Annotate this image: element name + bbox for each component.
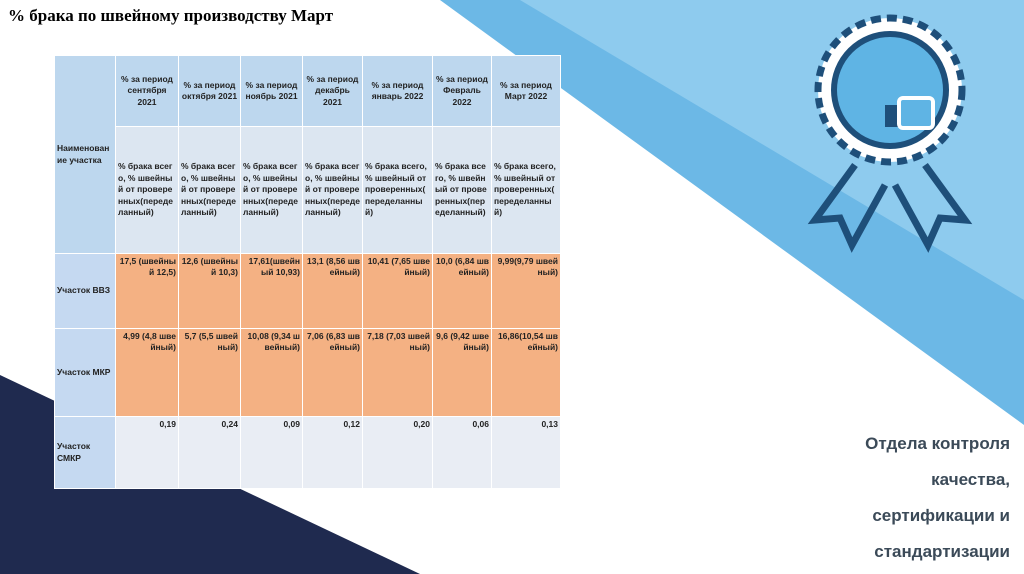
text-line: стандартизации [874,542,1010,561]
data-cell: 16,86(10,54 швейный) [491,328,561,417]
header-cell: % за период январь 2022 [362,55,433,127]
header-cell: % брака всего, % швейный от проверенных(… [302,126,363,254]
header-cell: % брака всего, % швейный от проверенных(… [178,126,241,254]
data-cell: 10,41 (7,65 швейный) [362,253,433,329]
data-cell: 10,08 (9,34 швейный) [240,328,303,417]
data-cell: 4,99 (4,8 швейный) [115,328,179,417]
data-cell: 10,0 (6,84 швейный) [432,253,492,329]
header-cell: % брака всего, % швейный от проверенных(… [240,126,303,254]
department-text: Отдела контроля качества, сертификации и ст… [865,426,1010,570]
data-cell: 13,1 (8,56 швейный) [302,253,363,329]
data-row: Участок МКР 4,99 (4,8 швейный) 5,7 (5,5 шв… [54,328,561,417]
data-cell: 12,6 (швейный 10,3) [178,253,241,329]
data-cell: 0,19 [115,416,179,489]
data-row: Участок ВВЗ 17,5 (швейный 12,5) 12,6 (швей… [54,253,561,329]
data-cell: 5,7 (5,5 швейный) [178,328,241,417]
data-cell: 0,20 [362,416,433,489]
header-cell: % брака всего, % швейный от проверенных(… [432,126,492,254]
data-cell: 7,06 (6,83 швейный) [302,328,363,417]
data-cell: 0,06 [432,416,492,489]
header-cell: % за период сентября 2021 [115,55,179,127]
header-cell: % за период Февраль 2022 [432,55,492,127]
row-label: Участок МКР [54,328,116,417]
header-cell: % за период ноябрь 2021 [240,55,303,127]
data-cell: 7,18 (7,03 швейный) [362,328,433,417]
data-row: Участок СМКР 0,19 0,24 0,09 0,12 0,20 0,06 0,13 [54,416,561,489]
data-cell: 0,13 [491,416,561,489]
text-line: сертификации и [872,506,1010,525]
header-cell: % за период октября 2021 [178,55,241,127]
defect-table: Наименование участка% за период сентября… [54,55,561,489]
header-cell: Наименование участка [54,55,116,254]
text-line: Отдела контроля [865,434,1010,453]
row-label: Участок ВВЗ [54,253,116,329]
header-cell: % брака всего, % швейный от проверенных(… [491,126,561,254]
data-cell: 0,12 [302,416,363,489]
data-cell: 17,5 (швейный 12,5) [115,253,179,329]
data-cell: 0,09 [240,416,303,489]
row-label: Участок СМКР [54,416,116,489]
data-cell: 9,99(9,79 швейный) [491,253,561,329]
slide-title: % брака по швейному производству Март [8,6,334,25]
header-cell: % за период декабрь 2021 [302,55,363,127]
header-cell: % брака всего, % швейный от проверенных(… [362,126,433,254]
header-cell: % за период Март 2022 [491,55,561,127]
data-cell: 0,24 [178,416,241,489]
data-cell: 17,61(швейный 10,93) [240,253,303,329]
medal-icon [807,14,973,253]
header-cell: % брака всего, % швейный от проверенных(… [115,126,179,254]
subheader-row: % брака всего, % швейный от проверенных(… [55,126,561,254]
header-row: Наименование участка% за период сентября… [54,55,561,254]
text-line: качества, [931,470,1010,489]
data-cell: 9,6 (9,42 швейный) [432,328,492,417]
